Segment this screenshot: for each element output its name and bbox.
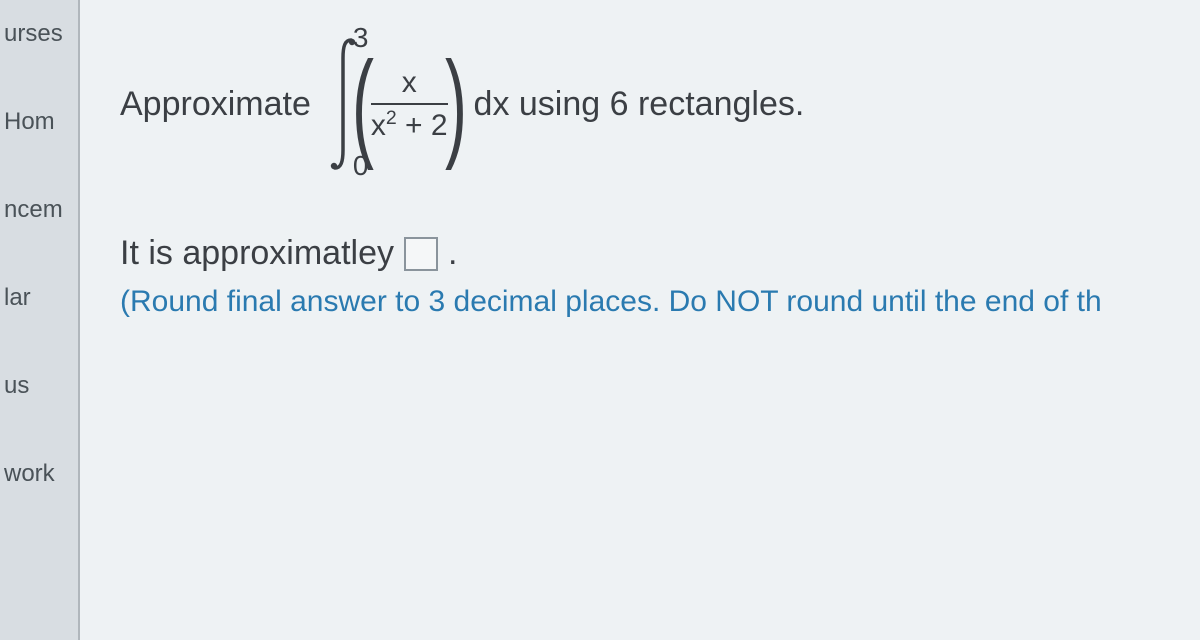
sidebar-item-announcements[interactable]: ncem — [0, 196, 78, 224]
left-paren-icon: ( — [352, 44, 374, 164]
integral-expression: 3 0 ( x x2 + 2 ) — [325, 34, 458, 174]
sidebar-item-label: urses — [4, 20, 63, 47]
denom-exponent: 2 — [386, 107, 397, 129]
sidebar-item-label: work — [4, 460, 55, 487]
right-paren-icon: ) — [445, 44, 467, 164]
sidebar-item-home[interactable]: Hom — [0, 108, 78, 136]
fraction-denominator: x2 + 2 — [371, 105, 448, 144]
sidebar-item-label: Hom — [4, 108, 55, 135]
integrand-fraction: x x2 + 2 — [371, 65, 448, 144]
sidebar-item-homework[interactable]: work — [0, 460, 78, 488]
sidebar-item-label: us — [4, 372, 29, 399]
rounding-hint: (Round final answer to 3 decimal places.… — [120, 285, 1172, 319]
dx-text: dx using 6 rectangles. — [474, 85, 805, 124]
fraction-numerator: x — [380, 65, 439, 103]
sidebar-item-calendar[interactable]: lar — [0, 284, 78, 312]
answer-input[interactable] — [404, 237, 438, 271]
answer-line: It is approximatley . — [120, 234, 1172, 273]
sidebar-item-label: lar — [4, 284, 31, 311]
answer-suffix: . — [448, 234, 457, 273]
sidebar-item-label: ncem — [4, 196, 63, 223]
sidebar-item-courses[interactable]: urses — [0, 20, 78, 48]
sidebar-item-syllabus[interactable]: us — [0, 372, 78, 400]
answer-prefix: It is approximatley — [120, 234, 394, 273]
problem-statement: Approximate 3 0 ( x x2 + 2 ) dx using 6 … — [120, 34, 1172, 174]
sidebar-nav: urses Hom ncem lar us work — [0, 0, 80, 640]
answer-block: It is approximatley . (Round final answe… — [120, 234, 1172, 319]
denom-tail: + 2 — [397, 109, 448, 142]
problem-content: Approximate 3 0 ( x x2 + 2 ) dx using 6 … — [80, 0, 1200, 640]
approximate-label: Approximate — [120, 85, 311, 124]
